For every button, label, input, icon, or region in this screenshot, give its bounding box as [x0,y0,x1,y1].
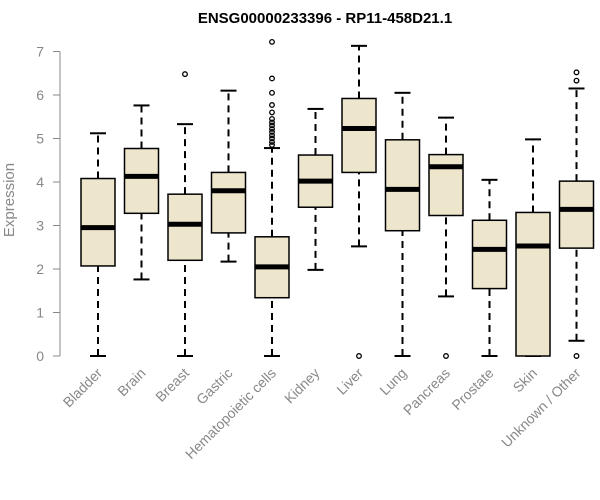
outlier-point [269,132,275,139]
boxes [80,38,595,359]
y-tick-label: 3 [36,218,44,234]
category-label: Kidney [281,365,323,407]
axes: 0 1 2 3 4 5 6 7 [36,44,61,364]
box-iqr [210,171,247,234]
outlier-point [573,353,580,359]
category-label: Pancreas [400,365,453,418]
chart-title: ENSG00000233396 - RP11-458D21.1 [198,10,452,27]
box-iqr [80,177,116,267]
y-tick-label: 7 [36,44,44,60]
y-axis-label: Expression [1,163,18,237]
category-label: Lung [376,365,409,398]
y-tick-label: 0 [36,348,44,364]
box-group [341,44,377,359]
box-iqr [167,193,203,262]
box-group [297,107,334,271]
box-iqr [428,153,464,217]
outlier-point [269,75,275,82]
outlier-point [269,122,275,129]
outlier-point [269,119,275,126]
category-label: Bladder [60,365,106,411]
category-label: Liver [333,365,366,398]
outlier-point [269,135,275,142]
box-group [167,71,203,357]
box-group [123,104,160,281]
category-label: Prostate [448,365,496,413]
box-group [428,116,464,359]
box-group [515,138,551,357]
outlier-point [356,353,362,359]
outlier-point [269,125,275,132]
box-group [254,38,290,357]
outlier-point [573,69,580,76]
box-iqr [123,147,160,215]
category-label: Gastric [193,365,236,408]
outlier-point [269,115,275,122]
outlier-point [269,38,275,45]
box-group [384,91,421,357]
box-group [558,69,595,359]
outlier-point [573,77,580,84]
y-tick-label: 1 [36,305,44,321]
box-iqr [471,219,508,290]
outlier-point [269,139,275,145]
outlier-point [269,89,275,96]
category-label: Unknown / Other [498,365,584,451]
box-iqr [384,139,421,232]
box-iqr [515,211,551,357]
category-label: Breast [152,365,192,405]
box-group [210,89,247,263]
y-tick-label: 5 [36,131,44,147]
outlier-point [269,109,275,116]
box-iqr [341,97,377,174]
y-tick-label: 2 [36,261,44,277]
category-label: Brain [114,365,148,399]
y-tick-label: 6 [36,87,44,103]
outlier-point [269,142,275,148]
outlier-point [182,71,188,78]
outlier-point [269,129,275,135]
outlier-point [443,353,449,359]
category-label: Skin [510,365,541,396]
box-group [80,132,116,357]
box-group [471,178,508,357]
box-iqr [558,180,595,249]
y-tick-label: 4 [36,174,44,190]
outlier-point [269,102,275,108]
